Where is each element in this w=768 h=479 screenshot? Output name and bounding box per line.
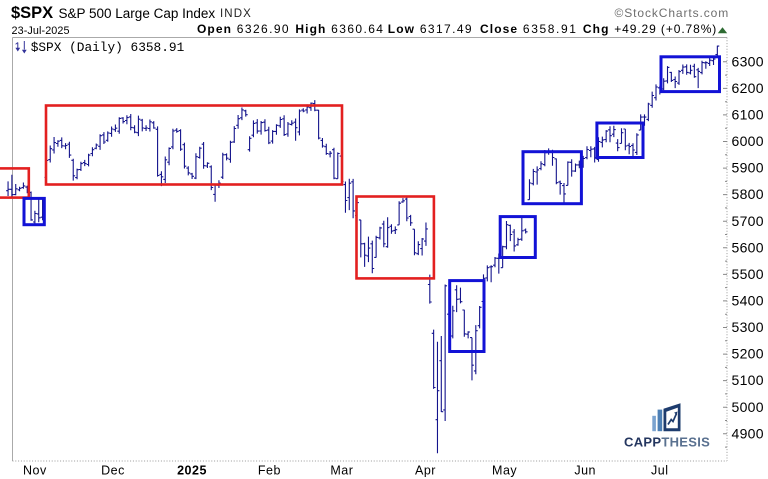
svg-text:Mar: Mar xyxy=(330,464,353,478)
svg-text:2025: 2025 xyxy=(177,464,207,478)
svg-text:4900: 4900 xyxy=(732,425,764,441)
svg-text:5000: 5000 xyxy=(732,399,764,415)
svg-text:5800: 5800 xyxy=(732,186,764,202)
svg-text:5600: 5600 xyxy=(732,239,764,255)
svg-text:5400: 5400 xyxy=(732,293,764,309)
svg-text:5700: 5700 xyxy=(732,213,764,229)
svg-text:5300: 5300 xyxy=(732,319,764,335)
svg-text:Feb: Feb xyxy=(258,464,281,478)
svg-text:Jul: Jul xyxy=(651,464,668,478)
svg-text:6300: 6300 xyxy=(732,53,764,69)
svg-text:$SPX (Daily) 6358.91: $SPX (Daily) 6358.91 xyxy=(31,40,185,55)
svg-text:6000: 6000 xyxy=(732,133,764,149)
svg-text:5100: 5100 xyxy=(732,372,764,388)
svg-text:Jun: Jun xyxy=(574,464,596,478)
svg-text:5500: 5500 xyxy=(732,266,764,282)
svg-text:6200: 6200 xyxy=(732,80,764,96)
svg-text:6100: 6100 xyxy=(732,107,764,123)
svg-text:Apr: Apr xyxy=(415,464,436,478)
svg-text:CAPPTHESIS: CAPPTHESIS xyxy=(624,435,710,450)
svg-text:May: May xyxy=(492,464,517,478)
svg-text:Nov: Nov xyxy=(23,464,47,478)
svg-text:Dec: Dec xyxy=(101,464,125,478)
svg-text:5200: 5200 xyxy=(732,346,764,362)
svg-text:5900: 5900 xyxy=(732,160,764,176)
